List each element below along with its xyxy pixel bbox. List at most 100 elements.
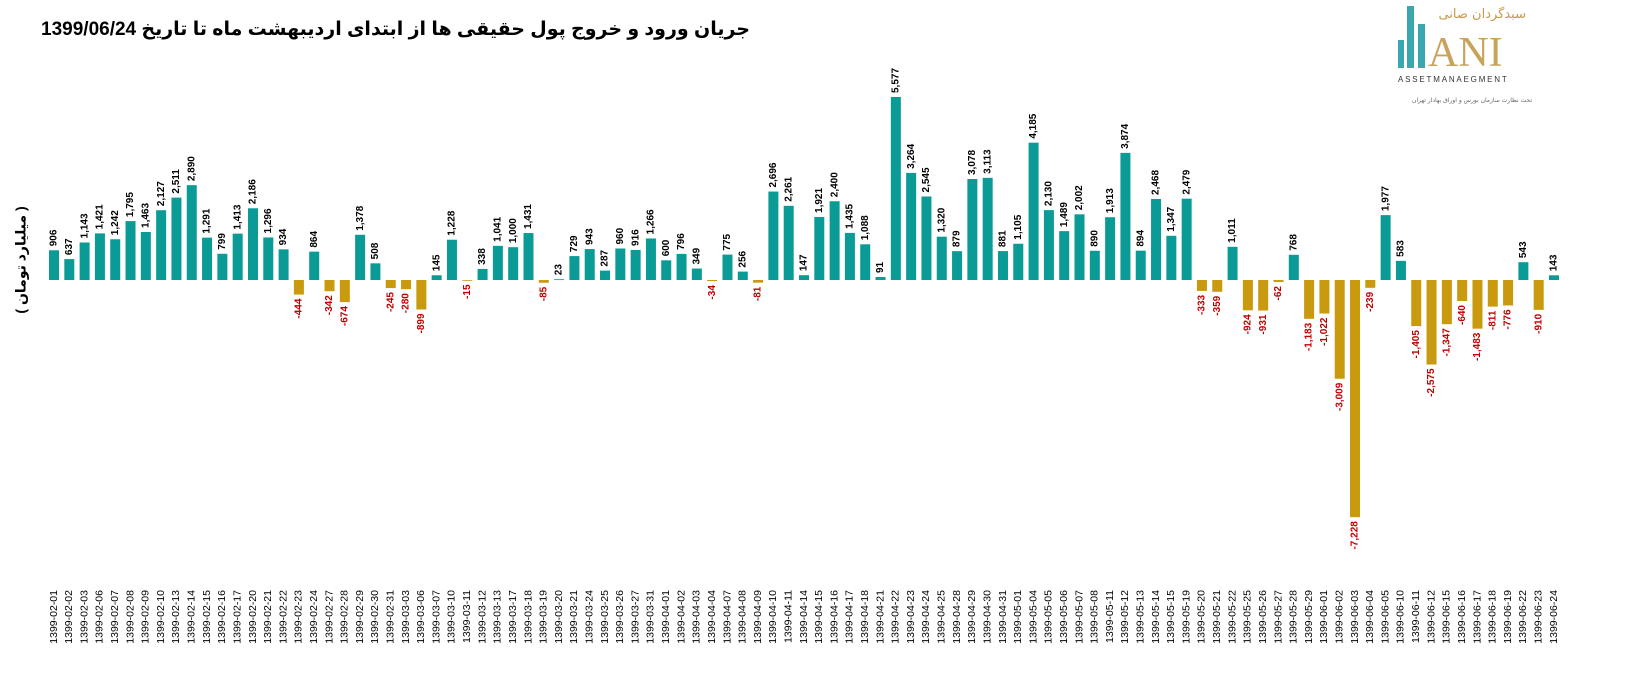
x-tick-label: 1399-05-12 bbox=[1119, 590, 1131, 644]
x-tick-label: 1399-02-14 bbox=[186, 590, 198, 644]
data-label: 799 bbox=[217, 233, 228, 250]
data-label: -444 bbox=[294, 298, 305, 318]
data-label: -924 bbox=[1243, 314, 1254, 334]
data-label: 2,261 bbox=[783, 176, 794, 201]
data-label: 960 bbox=[615, 227, 626, 244]
x-tick-label: 1399-05-25 bbox=[1242, 590, 1254, 644]
x-tick-label: 1399-04-30 bbox=[981, 590, 993, 644]
data-label: -359 bbox=[1212, 295, 1223, 315]
bar bbox=[936, 236, 947, 280]
bar bbox=[186, 185, 197, 280]
x-tick-label: 1399-05-20 bbox=[1196, 590, 1208, 644]
x-tick-label: 1399-02-16 bbox=[216, 590, 228, 644]
x-tick-label: 1399-05-07 bbox=[1073, 590, 1085, 644]
bar bbox=[584, 249, 595, 280]
bar bbox=[952, 251, 963, 280]
data-label: 1,795 bbox=[125, 192, 136, 217]
data-label: 23 bbox=[554, 264, 565, 276]
sani-logo: سبدگردان صانی ANI ASSETMANAEGMENT تحت نظ… bbox=[1398, 6, 1532, 104]
bar bbox=[783, 205, 794, 280]
data-label: 768 bbox=[1288, 234, 1299, 251]
x-tick-label: 1399-04-03 bbox=[691, 590, 703, 644]
x-tick-label: 1399-04-17 bbox=[844, 590, 856, 644]
data-label: 1,435 bbox=[845, 203, 856, 228]
data-label: -81 bbox=[753, 286, 764, 301]
bar bbox=[1288, 254, 1299, 280]
data-label: 1,266 bbox=[646, 209, 657, 234]
data-label: 864 bbox=[309, 231, 320, 248]
x-tick-label: 1399-04-10 bbox=[767, 590, 779, 644]
bar bbox=[1457, 280, 1468, 302]
logo-bar bbox=[1407, 6, 1414, 68]
data-label: 1,011 bbox=[1227, 218, 1238, 243]
bar bbox=[890, 97, 901, 280]
data-label: 2,890 bbox=[186, 156, 197, 181]
x-tick-label: 1399-05-19 bbox=[1180, 590, 1192, 644]
x-tick-label: 1399-05-14 bbox=[1150, 590, 1162, 644]
x-tick-label: 1399-05-26 bbox=[1257, 590, 1269, 644]
data-label: -640 bbox=[1457, 305, 1468, 325]
x-tick-label: 1399-05-21 bbox=[1211, 590, 1223, 644]
data-label: 143 bbox=[1549, 254, 1560, 271]
x-tick-label: 1399-05-04 bbox=[1027, 590, 1039, 644]
data-label: 3,264 bbox=[906, 143, 917, 168]
data-label: 1,296 bbox=[263, 208, 274, 233]
bar bbox=[446, 239, 457, 280]
x-tick-label: 1399-03-21 bbox=[568, 590, 580, 644]
x-tick-label: 1399-03-06 bbox=[415, 590, 427, 644]
x-tick-label: 1399-04-02 bbox=[675, 590, 687, 644]
x-tick-label: 1399-02-09 bbox=[140, 590, 152, 644]
data-label: 145 bbox=[431, 254, 442, 271]
logo-subtitle-en: ASSETMANAEGMENT bbox=[1398, 75, 1509, 84]
data-label: 147 bbox=[799, 254, 810, 271]
x-tick-label: 1399-04-11 bbox=[782, 590, 794, 643]
bar bbox=[385, 280, 396, 289]
bar bbox=[645, 238, 656, 280]
data-label: 729 bbox=[569, 235, 580, 252]
x-tick-label: 1399-03-12 bbox=[476, 590, 488, 644]
data-label: -245 bbox=[385, 292, 396, 312]
bar bbox=[906, 172, 917, 280]
x-tick-label: 1399-02-07 bbox=[109, 590, 121, 644]
data-label: 583 bbox=[1396, 240, 1407, 257]
bar bbox=[615, 248, 626, 280]
x-tick-label: 1399-06-10 bbox=[1395, 590, 1407, 644]
data-label: 2,468 bbox=[1151, 170, 1162, 195]
x-tick-label: 1399-06-11 bbox=[1410, 590, 1422, 643]
x-tick-label: 1399-02-24 bbox=[308, 590, 320, 644]
x-tick-label: 1399-04-01 bbox=[660, 590, 672, 644]
data-label: 256 bbox=[737, 250, 748, 267]
data-label: -34 bbox=[707, 285, 718, 300]
data-label: -1,347 bbox=[1441, 328, 1452, 357]
bar bbox=[554, 279, 565, 281]
x-tick-label: 1399-05-05 bbox=[1043, 590, 1055, 644]
logo-brand-en: ANI bbox=[1428, 30, 1503, 76]
x-tick-label: 1399-02-06 bbox=[94, 590, 106, 644]
data-label: 916 bbox=[630, 229, 641, 246]
data-label: -15 bbox=[462, 284, 473, 299]
x-tick-label: 1399-02-03 bbox=[78, 590, 90, 644]
x-tick-label: 1399-02-02 bbox=[63, 590, 75, 644]
x-tick-label: 1399-05-13 bbox=[1135, 590, 1147, 644]
x-tick-label: 1399-05-08 bbox=[1089, 590, 1101, 644]
x-tick-label: 1399-02-17 bbox=[231, 590, 243, 644]
x-tick-label: 1399-06-17 bbox=[1471, 590, 1483, 644]
x-tick-label: 1399-03-11 bbox=[461, 590, 473, 643]
bar bbox=[140, 231, 151, 280]
bar bbox=[1105, 217, 1116, 280]
bar bbox=[967, 179, 978, 280]
data-label: 934 bbox=[278, 228, 289, 245]
data-label: 637 bbox=[64, 238, 75, 255]
data-label: 3,874 bbox=[1120, 123, 1131, 148]
bar bbox=[997, 251, 1008, 280]
data-label: 2,127 bbox=[156, 181, 167, 206]
bar bbox=[1212, 280, 1223, 292]
x-tick-label: 1399-06-19 bbox=[1502, 590, 1514, 644]
data-label: 943 bbox=[584, 228, 595, 245]
x-tick-label: 1399-06-03 bbox=[1349, 590, 1361, 644]
data-label: 600 bbox=[661, 239, 672, 256]
bar bbox=[232, 233, 243, 280]
x-tick-label: 1399-02-01 bbox=[48, 590, 60, 644]
x-tick-label: 1399-03-18 bbox=[522, 590, 534, 644]
x-tick-label: 1399-06-01 bbox=[1318, 590, 1330, 644]
